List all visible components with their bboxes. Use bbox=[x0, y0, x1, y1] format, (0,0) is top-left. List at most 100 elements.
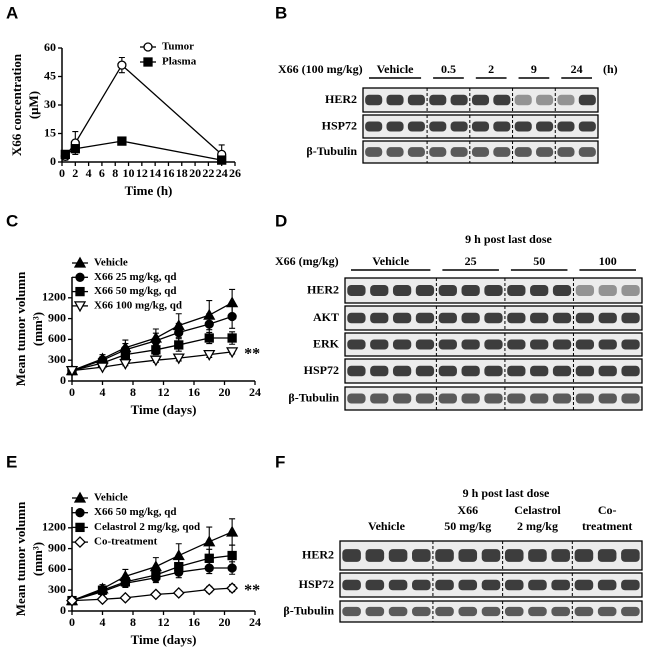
band bbox=[342, 606, 361, 617]
band bbox=[557, 121, 575, 132]
band bbox=[504, 549, 524, 562]
y-axis-label: (mm³) bbox=[30, 312, 45, 346]
band bbox=[552, 285, 572, 296]
x-axis-label: Time (h) bbox=[125, 183, 173, 198]
group-label: Co- bbox=[598, 503, 617, 517]
x-tick-label: 6 bbox=[99, 166, 105, 180]
y-axis-label: (mm³) bbox=[30, 542, 45, 576]
band bbox=[621, 339, 640, 350]
row-label: AKT bbox=[313, 310, 339, 324]
marker bbox=[227, 311, 237, 322]
y-tick-label: 0 bbox=[50, 154, 56, 168]
row-label: HER2 bbox=[302, 547, 334, 561]
band bbox=[407, 94, 425, 106]
band bbox=[386, 94, 404, 106]
x-tick-label: 12 bbox=[158, 615, 170, 629]
group-label: 24 bbox=[571, 62, 583, 76]
band bbox=[438, 339, 457, 350]
band bbox=[493, 94, 511, 106]
band bbox=[370, 393, 389, 404]
band bbox=[528, 549, 547, 562]
y-tick-label: 1200 bbox=[42, 290, 66, 304]
y-axis-label: X66 concentration bbox=[9, 53, 24, 156]
band bbox=[621, 606, 640, 617]
band bbox=[392, 365, 412, 377]
row-label: β-Tubulin bbox=[283, 603, 334, 617]
marker bbox=[174, 327, 184, 338]
marker bbox=[66, 594, 78, 607]
x-tick-label: 24 bbox=[249, 615, 261, 629]
band bbox=[471, 94, 490, 106]
marker bbox=[204, 553, 214, 563]
x-tick-label: 22 bbox=[202, 166, 214, 180]
band bbox=[481, 549, 501, 562]
band bbox=[370, 339, 389, 350]
group-label: 50 mg/kg bbox=[444, 519, 491, 533]
y-tick-label: 1200 bbox=[42, 520, 66, 534]
group-label: 2 bbox=[488, 62, 494, 76]
band bbox=[507, 365, 526, 377]
band bbox=[461, 393, 480, 404]
band bbox=[621, 393, 640, 404]
y-tick-label: 900 bbox=[48, 310, 66, 324]
band bbox=[347, 285, 366, 296]
x-tick-label: 4 bbox=[100, 615, 106, 629]
marker bbox=[119, 591, 132, 604]
band bbox=[598, 393, 617, 404]
band bbox=[530, 365, 549, 377]
panel-letter: E bbox=[6, 452, 17, 471]
band bbox=[438, 365, 457, 377]
group-label: Vehicle bbox=[377, 62, 415, 76]
series-line bbox=[64, 64, 223, 157]
marker bbox=[96, 362, 109, 374]
band bbox=[504, 579, 524, 591]
band bbox=[514, 94, 532, 106]
band bbox=[412, 579, 431, 591]
marker bbox=[226, 582, 239, 595]
band bbox=[342, 579, 361, 591]
y-tick-label: 30 bbox=[44, 97, 56, 111]
band bbox=[458, 549, 478, 562]
group-label: 25 bbox=[465, 254, 477, 268]
marker bbox=[172, 549, 185, 561]
row-label: HSP72 bbox=[322, 118, 357, 132]
annotation: ** bbox=[244, 346, 260, 363]
x-tick-label: 4 bbox=[86, 166, 92, 180]
band bbox=[429, 94, 447, 106]
legend-marker bbox=[75, 522, 85, 533]
y-tick-label: 600 bbox=[48, 331, 66, 345]
y-tick-label: 300 bbox=[48, 352, 66, 366]
panel-letter: D bbox=[275, 211, 287, 230]
legend-label: Vehicle bbox=[94, 492, 128, 504]
band bbox=[598, 312, 617, 324]
row-label: β-Tubulin bbox=[306, 144, 357, 158]
x-tick-label: 20 bbox=[219, 385, 231, 399]
band bbox=[412, 606, 431, 617]
x-axis-label: Time (days) bbox=[131, 632, 197, 647]
blot-title: 9 h post last dose bbox=[465, 232, 552, 246]
marker bbox=[120, 577, 131, 587]
band bbox=[530, 393, 549, 404]
marker bbox=[151, 570, 161, 580]
band bbox=[536, 94, 554, 106]
blot-title: 9 h post last dose bbox=[463, 486, 550, 500]
marker bbox=[119, 359, 132, 371]
y-tick-label: 0 bbox=[60, 373, 66, 387]
group-label: 2 mg/kg bbox=[517, 519, 558, 533]
marker bbox=[174, 340, 184, 350]
band bbox=[438, 393, 457, 404]
band bbox=[347, 365, 366, 377]
band bbox=[450, 147, 468, 157]
y-tick-label: 45 bbox=[44, 68, 56, 82]
series-line bbox=[65, 140, 222, 161]
band bbox=[471, 147, 490, 157]
x-tick-label: 12 bbox=[136, 166, 148, 180]
band bbox=[484, 285, 503, 296]
marker bbox=[172, 353, 185, 365]
group-label: X66 bbox=[457, 503, 478, 517]
legend-marker bbox=[143, 57, 153, 67]
marker bbox=[96, 593, 109, 606]
marker bbox=[120, 350, 131, 360]
band bbox=[621, 285, 640, 296]
marker bbox=[226, 525, 239, 537]
